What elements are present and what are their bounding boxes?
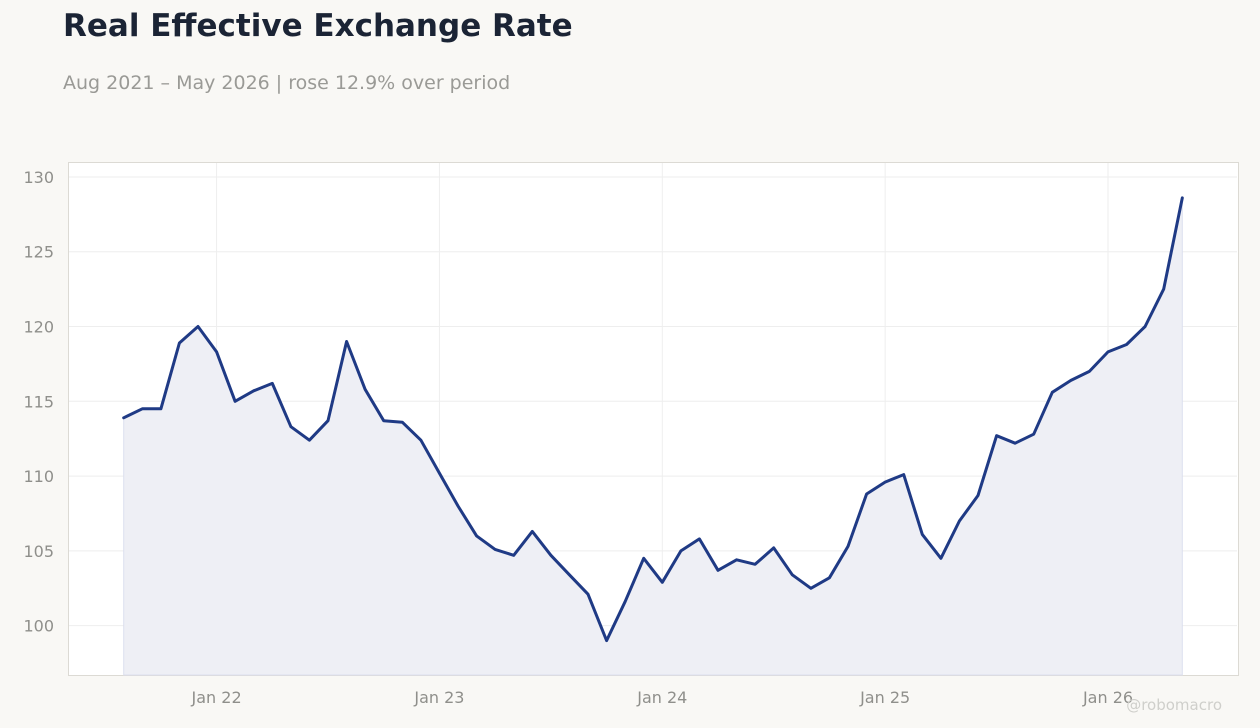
y-tick-label: 110 — [23, 467, 54, 486]
data-point — [141, 407, 144, 410]
y-tick-label: 130 — [23, 168, 54, 187]
data-point — [605, 639, 608, 642]
data-point — [531, 530, 534, 533]
y-tick-label: 105 — [23, 542, 54, 561]
data-point — [623, 600, 627, 603]
data-point — [679, 549, 683, 553]
data-point — [493, 548, 497, 551]
y-tick-label: 125 — [23, 243, 54, 262]
data-point — [828, 576, 831, 579]
data-point — [976, 494, 980, 497]
data-point — [883, 480, 887, 484]
data-point — [1051, 391, 1054, 394]
data-point — [512, 554, 515, 557]
data-point — [753, 563, 757, 566]
data-point — [178, 341, 181, 345]
data-point — [1106, 350, 1110, 354]
data-point — [716, 569, 720, 572]
data-point — [252, 389, 255, 393]
data-point — [939, 557, 943, 560]
data-point — [902, 473, 905, 476]
y-tick-label: 115 — [23, 392, 54, 411]
data-point — [809, 587, 813, 590]
data-point — [196, 325, 200, 328]
data-point — [735, 558, 738, 562]
data-point — [438, 471, 441, 475]
data-point — [865, 492, 868, 496]
data-point — [772, 546, 775, 550]
x-axis: Jan 22 Jan 23 Jan 24 Jan 25 Jan 26 — [191, 688, 1134, 707]
chart-subtitle: Aug 2021 – May 2026 | rose 12.9% over pe… — [63, 72, 511, 94]
data-point — [233, 400, 237, 403]
data-point — [326, 419, 330, 422]
data-point — [382, 419, 385, 422]
data-point — [289, 425, 293, 428]
data-point — [921, 533, 924, 536]
data-point — [846, 545, 850, 548]
data-point — [456, 504, 460, 508]
data-point — [308, 438, 311, 442]
series-line — [122, 196, 1184, 643]
data-point — [1032, 433, 1035, 436]
data-point — [1013, 441, 1017, 445]
data-point — [642, 557, 645, 560]
data-point — [1069, 379, 1073, 382]
data-point — [1162, 287, 1165, 291]
data-point — [401, 421, 404, 424]
x-tick-label: Jan 25 — [859, 688, 910, 707]
data-point — [215, 350, 218, 354]
series-points — [122, 196, 1184, 642]
data-point — [698, 537, 701, 541]
data-point — [995, 434, 998, 437]
x-tick-label: Jan 24 — [636, 688, 687, 707]
watermark: @robomacro — [1126, 696, 1222, 714]
data-point — [271, 382, 274, 385]
data-point — [122, 416, 125, 419]
data-point — [549, 554, 553, 557]
data-point — [568, 573, 571, 576]
data-point — [1143, 325, 1147, 328]
chart-title: Real Effective Exchange Rate — [63, 8, 573, 44]
data-point — [661, 581, 664, 584]
x-tick-label: Jan 23 — [413, 688, 464, 707]
data-point — [419, 438, 423, 442]
data-point — [1181, 196, 1184, 200]
data-point — [791, 573, 794, 576]
data-point — [159, 407, 163, 410]
data-point — [958, 519, 961, 523]
x-tick-label: Jan 26 — [1082, 688, 1133, 707]
data-point — [1125, 343, 1128, 346]
data-point — [586, 593, 590, 596]
y-axis: 100 105 110 115 120 125 130 — [23, 168, 54, 636]
data-point — [475, 534, 478, 538]
data-point — [1088, 370, 1091, 373]
x-tick-label: Jan 22 — [191, 688, 242, 707]
y-tick-label: 100 — [23, 617, 54, 636]
data-point — [363, 388, 367, 391]
y-tick-label: 120 — [23, 318, 54, 337]
data-point — [345, 340, 348, 343]
